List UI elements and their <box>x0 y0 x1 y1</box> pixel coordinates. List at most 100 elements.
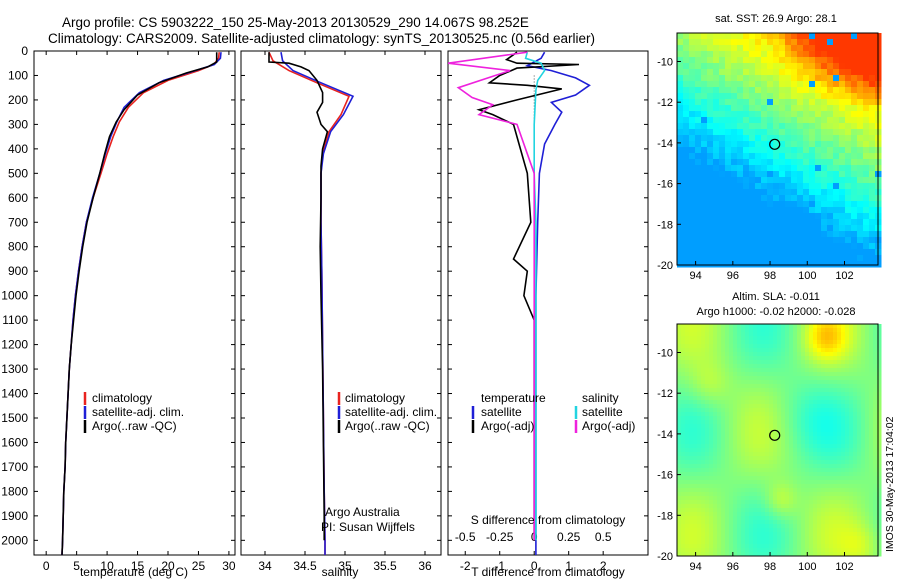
map-cell <box>769 540 774 545</box>
map-cell <box>777 484 782 489</box>
map-cell <box>869 372 874 377</box>
map-cell <box>877 520 882 525</box>
map-cell <box>829 336 834 341</box>
map-cell <box>781 396 786 401</box>
map-cell <box>761 261 768 268</box>
map-cell <box>773 500 778 505</box>
map-cell <box>717 480 722 485</box>
map-cell <box>697 452 702 457</box>
map-cell <box>745 352 750 357</box>
map-cell <box>749 516 754 521</box>
map-cell <box>685 468 690 473</box>
map-cell <box>701 45 708 52</box>
map-cell <box>789 508 794 513</box>
map-cell <box>833 512 838 517</box>
map-cell <box>805 396 810 401</box>
map-cell <box>785 448 790 453</box>
map-cell <box>817 408 822 413</box>
map-cell <box>797 496 802 501</box>
map-cell <box>725 440 730 445</box>
map-cell <box>725 123 732 130</box>
map-cell <box>725 536 730 541</box>
map-cell <box>749 408 754 413</box>
map-cell <box>857 201 864 208</box>
map-cell <box>755 129 762 136</box>
map-cell <box>677 480 682 485</box>
map-cell <box>713 532 718 537</box>
map-cell <box>717 468 722 473</box>
map-cell <box>761 504 766 509</box>
map-cell <box>773 255 780 262</box>
map-cell <box>869 135 876 142</box>
map-cell <box>841 416 846 421</box>
map-cell <box>815 255 822 262</box>
map-cell <box>765 412 770 417</box>
map-cell <box>833 344 838 349</box>
map-cell <box>825 488 830 493</box>
map-cell <box>821 69 828 76</box>
map-cell <box>853 488 858 493</box>
map-cell <box>737 360 742 365</box>
map-cell <box>833 328 838 333</box>
map-cell <box>829 440 834 445</box>
map-cell <box>725 392 730 397</box>
map-cell <box>809 388 814 393</box>
map-cell <box>729 540 734 545</box>
map-cell <box>815 99 822 106</box>
map-cell <box>737 189 744 196</box>
map-cell <box>797 237 804 244</box>
map-cell <box>701 249 708 256</box>
map-cell <box>791 195 798 202</box>
map-cell <box>729 508 734 513</box>
map-cell <box>749 432 754 437</box>
map-cell <box>809 428 814 433</box>
map-cell <box>781 420 786 425</box>
map-x-tick-label: 98 <box>764 561 776 573</box>
map-cell <box>779 69 786 76</box>
map-cell <box>677 464 682 469</box>
map-cell <box>721 424 726 429</box>
map-cell <box>841 468 846 473</box>
map-cell <box>729 416 734 421</box>
map-cell <box>761 183 768 190</box>
map-cell <box>837 452 842 457</box>
map-cell <box>777 392 782 397</box>
map-cell <box>873 432 878 437</box>
map-cell <box>821 45 828 52</box>
map-cell <box>709 484 714 489</box>
map-cell <box>741 496 746 501</box>
map-cell <box>741 524 746 529</box>
map-cell <box>809 408 814 413</box>
map-cell <box>713 129 720 136</box>
map-cell <box>869 39 876 46</box>
map-cell <box>877 348 882 353</box>
map-cell <box>809 524 814 529</box>
map-cell <box>709 496 714 501</box>
map-cell <box>683 63 690 70</box>
map-cell <box>705 436 710 441</box>
map-cell <box>685 420 690 425</box>
map-cell <box>789 496 794 501</box>
map-cell <box>857 57 864 64</box>
map-cell <box>861 400 866 405</box>
map-cell <box>693 544 698 549</box>
map-cell <box>865 492 870 497</box>
map-cell <box>853 536 858 541</box>
map-cell <box>845 456 850 461</box>
map-cell <box>797 153 804 160</box>
map-cell <box>789 440 794 445</box>
map-cell <box>721 332 726 337</box>
map-cell <box>721 388 726 393</box>
map-cell <box>825 404 830 409</box>
map-cell <box>749 400 754 405</box>
map-cell <box>813 460 818 465</box>
map-cell <box>753 532 758 537</box>
map-cell <box>749 39 756 46</box>
map-cell <box>693 408 698 413</box>
map-cell <box>861 336 866 341</box>
map-cell <box>833 388 838 393</box>
map-cell <box>743 183 750 190</box>
map-cell <box>793 484 798 489</box>
map-cell <box>839 201 846 208</box>
map-cell <box>797 460 802 465</box>
